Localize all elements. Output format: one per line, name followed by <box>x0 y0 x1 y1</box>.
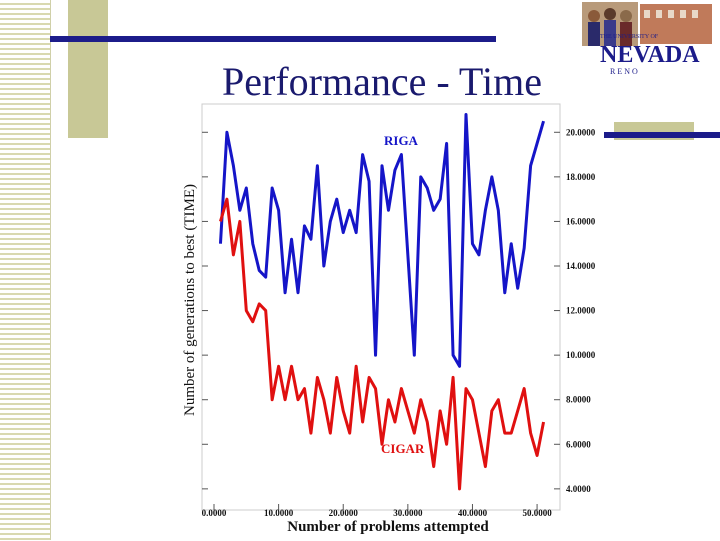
x-tick-label: 20.0000 <box>329 508 359 518</box>
decorative-stripe-column <box>0 0 51 540</box>
x-tick-label: 30.0000 <box>393 508 423 518</box>
y-tick-label: 20.0000 <box>566 127 596 137</box>
x-axis-label: Number of problems attempted <box>287 519 489 535</box>
y-tick-label: 16.0000 <box>566 216 596 226</box>
y-tick-label: 6.0000 <box>566 439 591 449</box>
x-tick-label: 40.0000 <box>458 508 488 518</box>
y-tick-label: 14.0000 <box>566 261 596 271</box>
university-logo: THE UNIVERSITY OF NEVADA R E N O <box>580 0 714 76</box>
decorative-olive-block-left <box>68 0 108 138</box>
decorative-navy-bar-top <box>50 36 496 42</box>
performance-time-chart: Number of generations to best (TIME) Num… <box>170 100 610 536</box>
logo-line1: THE UNIVERSITY OF <box>600 34 659 40</box>
x-tick-label: 10.0000 <box>264 508 294 518</box>
series-line-cigar <box>219 197 546 491</box>
x-tick-label: 50.0000 <box>522 508 552 518</box>
y-tick-label: 10.0000 <box>566 350 596 360</box>
series-label-riga: RIGA <box>384 133 419 148</box>
logo-sub: R E N O <box>610 67 638 76</box>
y-tick-label: 18.0000 <box>566 172 596 182</box>
y-axis-label: Number of generations to best (TIME) <box>182 184 198 416</box>
y-tick-label: 8.0000 <box>566 395 591 405</box>
series-label-cigar: CIGAR <box>381 441 425 456</box>
y-tick-label: 4.0000 <box>566 484 591 494</box>
slide-title: Performance - Time <box>222 59 542 104</box>
logo-name: NEVADA <box>600 42 700 68</box>
chart-svg: Number of generations to best (TIME) Num… <box>182 103 596 535</box>
y-tick-label: 12.0000 <box>566 306 596 316</box>
x-tick-label: 0.0000 <box>202 508 227 518</box>
decorative-navy-bar-right <box>604 132 720 138</box>
series-line-riga <box>218 112 545 368</box>
